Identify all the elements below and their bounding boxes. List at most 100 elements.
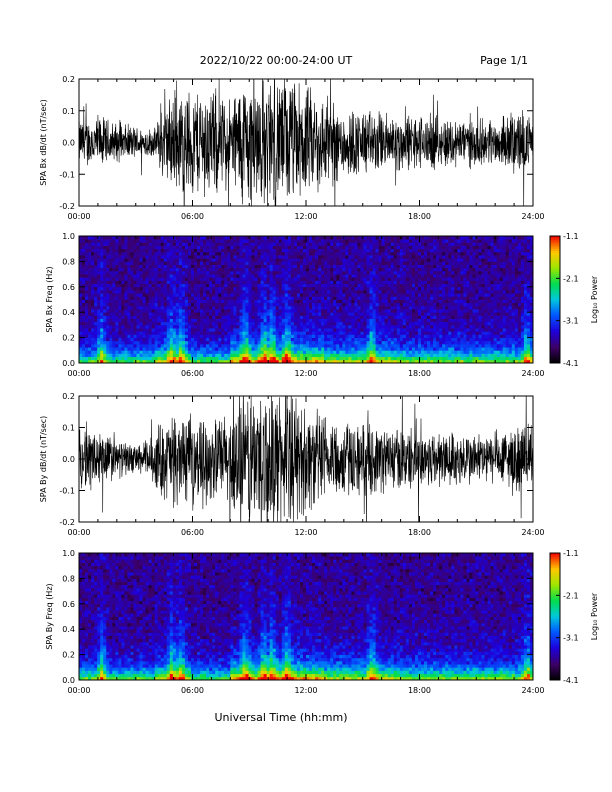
heatmap-cell xyxy=(100,356,104,361)
heatmap-cell xyxy=(172,261,177,265)
heatmap-cell xyxy=(296,286,301,291)
heatmap-cell xyxy=(215,258,219,262)
heatmap-cell xyxy=(79,331,83,335)
heatmap-cell xyxy=(197,283,201,288)
heatmap-cell xyxy=(82,270,86,275)
heatmap-cell xyxy=(299,340,304,345)
heatmap-cell xyxy=(145,343,150,348)
heatmap-cell xyxy=(302,321,307,326)
heatmap-cell xyxy=(427,353,431,358)
heatmap-cell xyxy=(339,312,343,316)
heatmap-cell xyxy=(390,258,395,262)
heatmap-cell xyxy=(315,274,319,278)
heatmap-cell xyxy=(136,289,140,294)
heatmap-cell xyxy=(357,286,361,291)
heatmap-cell xyxy=(215,255,219,259)
heatmap-cell xyxy=(360,309,364,313)
heatmap-cell xyxy=(151,270,156,275)
heatmap-cell xyxy=(181,267,186,272)
heatmap-cell xyxy=(115,286,119,291)
heatmap-cell xyxy=(127,255,131,259)
heatmap-cell xyxy=(260,277,265,281)
heatmap-cell xyxy=(163,312,168,316)
heatmap-cell xyxy=(254,331,258,335)
heatmap-cell xyxy=(160,350,165,354)
heatmap-cell xyxy=(414,245,419,250)
heatmap-cell xyxy=(254,280,258,285)
heatmap-cell xyxy=(363,350,367,354)
heatmap-cell xyxy=(384,296,389,300)
heatmap-cell xyxy=(260,299,265,304)
heatmap-cell xyxy=(339,236,343,240)
heatmap-cell xyxy=(136,328,140,332)
heatmap-cell xyxy=(372,296,377,300)
heatmap-cell xyxy=(393,350,398,354)
heatmap-cell xyxy=(302,258,307,262)
heatmap-cell xyxy=(157,270,162,275)
heatmap-cell xyxy=(142,324,146,329)
heatmap-cell xyxy=(212,334,216,338)
x-tick-label: 06:00 xyxy=(181,212,204,221)
heatmap-cell xyxy=(106,324,110,329)
heatmap-cell xyxy=(327,331,331,335)
heatmap-cell xyxy=(445,248,449,253)
heatmap-cell xyxy=(427,350,431,354)
heatmap-cell xyxy=(321,293,325,297)
heatmap-cell xyxy=(366,324,370,329)
heatmap-cell xyxy=(209,350,213,354)
heatmap-cell xyxy=(363,356,367,361)
heatmap-cell xyxy=(79,280,83,285)
heatmap-cell xyxy=(88,305,92,310)
heatmap-cell xyxy=(79,334,83,338)
heatmap-cell xyxy=(408,274,413,278)
heatmap-cell xyxy=(375,318,380,323)
heatmap-cell xyxy=(218,343,222,348)
heatmap-cell xyxy=(414,251,419,256)
heatmap-cell xyxy=(360,286,364,291)
heatmap-cell xyxy=(248,251,252,256)
heatmap-cell xyxy=(442,340,446,345)
heatmap-cell xyxy=(230,289,234,294)
heatmap-cell xyxy=(312,334,316,338)
heatmap-cell xyxy=(318,302,322,307)
heatmap-cell xyxy=(206,350,210,354)
heatmap-cell xyxy=(221,296,225,300)
heatmap-cell xyxy=(97,236,101,240)
heatmap-cell xyxy=(421,264,425,269)
heatmap-cell xyxy=(321,255,325,259)
heatmap-cell xyxy=(257,324,261,329)
heatmap-cell xyxy=(354,280,358,285)
heatmap-cell xyxy=(169,280,174,285)
heatmap-cell xyxy=(248,359,252,364)
heatmap-cell xyxy=(372,261,377,265)
heatmap-cell xyxy=(197,299,201,304)
heatmap-cell xyxy=(209,343,213,348)
heatmap-cell xyxy=(360,277,364,281)
heatmap-cell xyxy=(103,356,107,361)
heatmap-cell xyxy=(339,251,343,256)
heatmap-cell xyxy=(127,312,131,316)
heatmap-cell xyxy=(212,328,216,332)
heatmap-cell xyxy=(169,328,174,332)
heatmap-cell xyxy=(103,267,107,272)
heatmap-cell xyxy=(242,248,246,253)
heatmap-cell xyxy=(136,274,140,278)
heatmap-cell xyxy=(327,347,331,351)
heatmap-cell xyxy=(336,236,340,240)
heatmap-cell xyxy=(260,258,265,262)
heatmap-cell xyxy=(233,255,237,259)
heatmap-cell xyxy=(287,353,292,358)
heatmap-cell xyxy=(366,331,370,335)
heatmap-cell xyxy=(190,264,195,269)
heatmap-cell xyxy=(433,353,437,358)
heatmap-cell xyxy=(324,286,328,291)
heatmap-cell xyxy=(106,318,110,323)
heatmap-cell xyxy=(345,293,349,297)
heatmap-cell xyxy=(248,296,252,300)
heatmap-cell xyxy=(436,318,440,323)
heatmap-cell xyxy=(421,258,425,262)
heatmap-cell xyxy=(290,261,295,265)
heatmap-cell xyxy=(227,309,231,313)
heatmap-cell xyxy=(248,318,252,323)
heatmap-cell xyxy=(296,334,301,338)
